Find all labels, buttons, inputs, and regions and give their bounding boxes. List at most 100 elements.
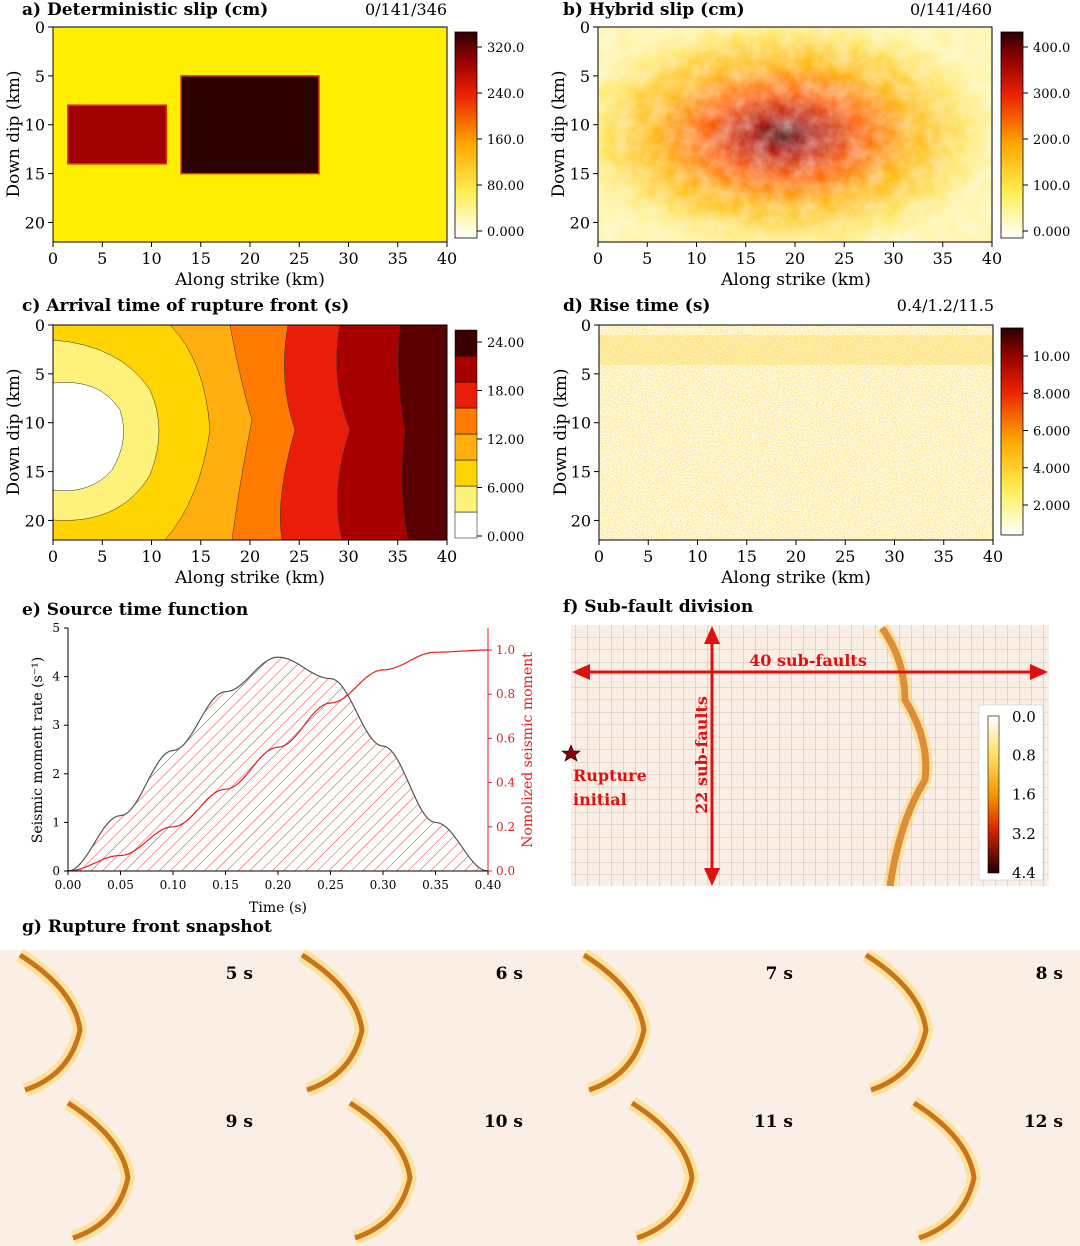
y-right-tick-label: 0.8 [496, 687, 515, 701]
snapshot-grid: 5 s 6 s 7 s 8 s 9 s 10 s 11 s 12 s [16, 949, 1063, 1245]
x-tick-label: 0.40 [475, 878, 502, 892]
y-tick-label: 20 [25, 511, 45, 530]
panel-a-yticks: 0 5 10 15 20 [25, 18, 53, 232]
panel-a-stat: 0/141/346 [365, 0, 447, 19]
x-tick-label: 5 [97, 547, 107, 566]
panel-a-title: a) Deterministic slip (cm) [22, 0, 268, 20]
y-tick-label: 20 [570, 213, 590, 232]
panel-e-xlabel: Time (s) [249, 900, 307, 916]
colorbar-label: 0.000 [487, 530, 524, 545]
y-tick-label: 1 [52, 815, 60, 829]
y-tick-label: 5 [35, 67, 45, 86]
moment-rate-curve [67, 656, 489, 872]
x-tick-label: 0.30 [370, 878, 397, 892]
x-tick-label: 20 [240, 547, 260, 566]
y-tick-label: 10 [25, 116, 45, 135]
y-tick-label: 5 [581, 365, 591, 384]
x-tick-label: 25 [289, 249, 309, 268]
snapshot-front [864, 952, 929, 1093]
panel-d-xticks: 0 5 10 15 20 25 30 35 40 [594, 540, 1003, 566]
panel-b-slip-roughness [598, 27, 992, 242]
x-tick-label: 40 [437, 547, 457, 566]
colorbar-label: 12.00 [487, 433, 524, 448]
y-right-tick-label: 1.0 [496, 643, 515, 657]
y-right-tick-label: 0.0 [496, 864, 515, 878]
x-tick-label: 40 [437, 249, 457, 268]
colorbar-label: 0.000 [1033, 225, 1070, 240]
y-tick-label: 15 [25, 463, 45, 482]
x-tick-label: 0.20 [265, 878, 292, 892]
panel-a-colorbar [454, 31, 478, 239]
x-tick-label: 0.35 [422, 878, 449, 892]
x-tick-label: 20 [240, 249, 260, 268]
panel-e-yticks-right: 0.0 0.2 0.4 0.6 0.8 1.0 [488, 643, 515, 878]
label-initial: initial [573, 790, 627, 809]
slip-patch-large [180, 75, 320, 175]
panel-f-rupture-front [879, 625, 930, 887]
y-tick-label: 5 [35, 365, 45, 384]
panel-b-stat: 0/141/460 [910, 0, 992, 19]
colorbar-label: 4.000 [1033, 462, 1070, 477]
x-tick-label: 30 [884, 547, 904, 566]
colorbar-label: 2.000 [1033, 499, 1070, 514]
y-tick-label: 5 [52, 621, 60, 635]
x-tick-label: 25 [835, 547, 855, 566]
colorbar-label: 24.00 [487, 336, 524, 351]
panel-f-colorbar [987, 715, 1000, 874]
colorbar-label: 160.0 [487, 133, 524, 148]
y-tick-label: 20 [571, 511, 591, 530]
panel-a-ylabel: Down dip (km) [4, 70, 24, 197]
x-tick-label: 0.05 [107, 878, 134, 892]
x-tick-label: 35 [934, 547, 954, 566]
panel-a: a) Deterministic slip (cm) 0/141/346 0 5 1… [4, 0, 524, 290]
snapshot-front [66, 1100, 131, 1241]
snapshot-time-label: 10 s [484, 1112, 523, 1132]
rupture-initial-star-icon [561, 744, 581, 762]
panel-f-colorbar-labels: 0.0 0.8 1.6 3.2 4.4 [1012, 708, 1036, 882]
panel-c-title: c) Arrival time of rupture front (s) [22, 296, 349, 316]
x-tick-label: 15 [191, 547, 211, 566]
x-tick-label: 10 [141, 249, 161, 268]
colorbar-label: 10.00 [1033, 350, 1070, 365]
panel-e-ylabel-left: Seismic moment rate (s⁻¹) [30, 657, 46, 843]
x-tick-label: 10 [141, 547, 161, 566]
colorbar-label: 0.0 [1012, 708, 1036, 726]
colorbar-label: 200.0 [1033, 133, 1070, 148]
panel-c-xlabel: Along strike (km) [174, 568, 325, 588]
y-tick-label: 2 [52, 767, 60, 781]
snapshot-time-label: 9 s [226, 1112, 253, 1132]
y-tick-label: 15 [571, 463, 591, 482]
panel-c-xticks: 0 5 10 15 20 25 30 35 40 [48, 540, 457, 566]
panel-b-colorbar-labels: 400.0 300.0 200.0 100.0 0.000 [1023, 41, 1070, 240]
panel-f-rupture-front-halo [876, 623, 933, 888]
panel-d-colorbar-labels: 10.00 8.000 6.000 4.000 2.000 [1023, 350, 1070, 514]
panel-d-stat: 0.4/1.2/11.5 [897, 296, 994, 315]
x-tick-label: 0.15 [212, 878, 239, 892]
panel-g: g) Rupture front snapshot 5 s 6 s 7 s 8 s 9 … [0, 917, 1080, 1246]
panel-b-yticks: 0 5 10 15 20 [570, 18, 598, 232]
y-right-tick-label: 0.4 [496, 776, 515, 790]
snapshot-front [912, 1100, 977, 1241]
panel-d-title: d) Rise time (s) [563, 296, 710, 316]
panel-c-yticks: 0 5 10 15 20 [25, 316, 53, 530]
panel-b-ylabel: Down dip (km) [549, 70, 569, 197]
snapshot-time-label: 6 s [496, 964, 523, 984]
panel-d-rise-speckle [599, 325, 993, 540]
panel-g-background [0, 950, 1080, 1246]
colorbar-label: 400.0 [1033, 41, 1070, 56]
panel-a-colorbar-labels: 320.0 240.0 160.0 80.00 0.000 [477, 41, 524, 240]
panel-d-yticks: 0 5 10 15 20 [571, 316, 599, 530]
label-40-subfaults: 40 sub-faults [749, 651, 867, 670]
y-tick-label: 20 [25, 213, 45, 232]
x-tick-label: 0.00 [55, 878, 82, 892]
x-tick-label: 25 [289, 547, 309, 566]
y-right-tick-label: 0.2 [496, 820, 515, 834]
label-rupture: Rupture [573, 766, 647, 785]
x-tick-label: 0 [48, 547, 58, 566]
panel-a-xticks: 0 5 10 15 20 25 30 35 40 [48, 242, 457, 268]
snapshot-front [300, 952, 365, 1093]
colorbar-label: 6.000 [1033, 425, 1070, 440]
x-tick-label: 0 [593, 249, 603, 268]
x-tick-label: 0 [48, 249, 58, 268]
